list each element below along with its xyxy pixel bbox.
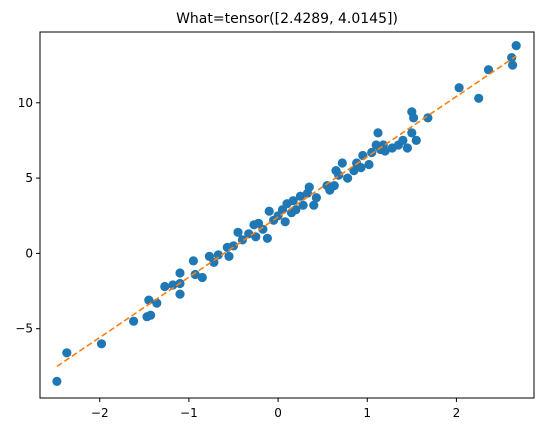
data-point (96, 339, 107, 349)
x-tick-label: −1 (180, 406, 198, 420)
data-point (175, 289, 185, 299)
data-point (190, 269, 200, 280)
data-point (258, 224, 268, 234)
data-point (213, 250, 223, 260)
data-point (160, 281, 170, 292)
y-tick-label: 5 (25, 171, 33, 185)
data-point (329, 181, 339, 191)
data-point (356, 163, 366, 173)
x-tick-label: 1 (363, 406, 371, 420)
data-point (311, 193, 321, 203)
chart-title: What=tensor([2.4289, 4.0145]) (176, 11, 398, 27)
y-tick-label: −5 (15, 322, 33, 336)
data-point (288, 196, 298, 206)
plot-frame (39, 31, 535, 399)
data-point (454, 83, 464, 93)
data-point (343, 173, 353, 183)
data-point (188, 256, 198, 266)
data-point (402, 143, 412, 153)
data-point (264, 206, 274, 216)
data-point (380, 146, 390, 156)
x-tick-label: 0 (274, 406, 282, 420)
data-point (152, 298, 162, 308)
data-point (197, 272, 207, 283)
plot-area (52, 41, 521, 386)
y-tick-label: 0 (25, 246, 33, 260)
data-point (423, 113, 433, 123)
data-point (209, 257, 219, 267)
data-point (409, 113, 419, 123)
axes: −2 −1 0 1 2 −5 0 5 10 (15, 96, 460, 420)
data-point (398, 135, 408, 145)
data-point (337, 158, 347, 168)
data-point (407, 128, 417, 138)
data-point (295, 191, 305, 201)
data-point (349, 166, 359, 176)
data-point (291, 205, 301, 215)
data-point (411, 135, 421, 145)
data-point (367, 147, 377, 158)
data-point (233, 227, 243, 237)
data-point (474, 93, 484, 103)
data-point (146, 310, 156, 320)
data-point (144, 295, 154, 305)
data-point (244, 229, 254, 239)
data-point (280, 217, 290, 227)
x-tick-label: −2 (91, 406, 109, 420)
data-point (224, 251, 234, 261)
data-point (262, 233, 272, 243)
fit-line (56, 55, 517, 368)
data-point (175, 268, 185, 278)
data-point (304, 182, 314, 192)
data-point (364, 159, 374, 170)
data-point (129, 316, 139, 326)
data-point (507, 53, 517, 63)
data-point (168, 280, 178, 290)
data-point (373, 128, 383, 138)
data-point (309, 200, 319, 210)
data-point (62, 348, 72, 358)
data-point (298, 200, 308, 210)
x-tick-label: 2 (453, 406, 461, 420)
data-point (358, 150, 368, 161)
y-tick-label: 10 (18, 96, 33, 110)
data-point (483, 65, 494, 75)
data-point (511, 41, 521, 51)
data-point (507, 60, 518, 70)
data-point (52, 376, 62, 386)
